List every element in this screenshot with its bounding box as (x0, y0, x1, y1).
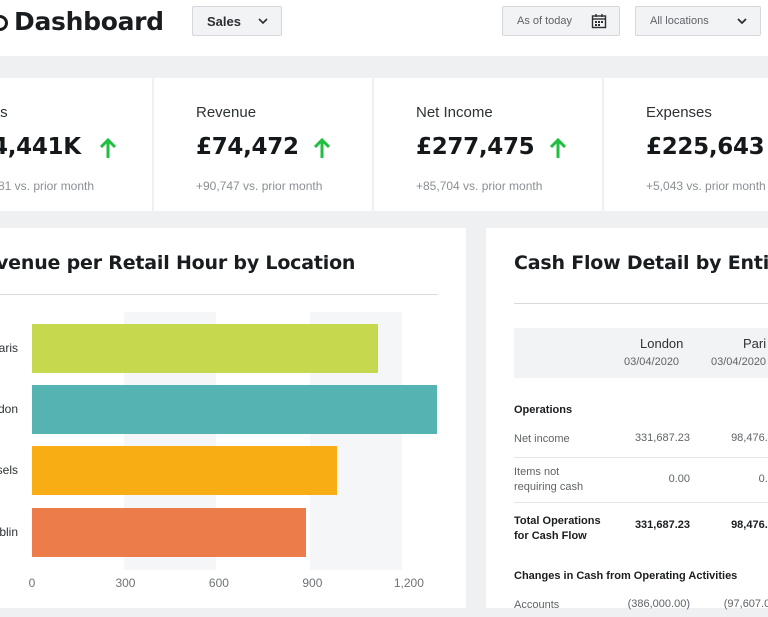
x-tick-label: 600 (208, 576, 229, 590)
cashflow-title: Cash Flow Detail by Entity (514, 252, 768, 274)
kpi-value: £277,475 (416, 134, 535, 160)
column-header-london: London (640, 336, 684, 351)
kpi-delta: +85,704 vs. prior month (416, 179, 543, 193)
bar-2 (32, 446, 337, 495)
cell-value: 0.00 (668, 473, 690, 485)
cashflow-header-row (514, 328, 768, 378)
bar-1 (32, 385, 437, 434)
panel-divider (0, 294, 438, 295)
revenue-chart-title: venue per Retail Hour by Location (0, 252, 356, 274)
cell-value: 98,476.89 (731, 519, 768, 531)
kpi-card-units: ts 4,441K 81 vs. prior month (0, 78, 152, 211)
top-bar: Dashboard Sales As of today All location… (0, 0, 768, 56)
arrow-up-icon (313, 137, 331, 158)
cell-value: 98,476.89 (731, 432, 768, 444)
kpi-label: Expenses (646, 104, 712, 121)
row-label: Net income (514, 433, 570, 445)
kpi-value: 4,441K (0, 134, 81, 160)
kpi-label: ts (0, 104, 8, 121)
cashflow-panel (486, 228, 768, 608)
location-dropdown[interactable]: All locations (635, 6, 761, 36)
kpi-card-expenses: Expenses £225,643 +5,043 vs. prior month (604, 78, 768, 211)
kpi-delta: 81 vs. prior month (0, 179, 95, 193)
chevron-down-icon (737, 18, 747, 25)
x-tick-label: 1,200 (393, 576, 424, 590)
x-tick-label: 0 (28, 576, 36, 590)
date-dropdown-label: As of today (517, 15, 573, 27)
kpi-label: Net Income (416, 104, 493, 121)
chevron-down-icon (258, 18, 268, 25)
y-axis-label: aris (0, 341, 18, 355)
x-tick-label: 300 (115, 576, 136, 590)
row-divider (514, 457, 768, 458)
logo-icon (0, 15, 8, 31)
sales-dropdown-label: Sales (207, 13, 241, 29)
y-axis-label: ndon (0, 402, 18, 416)
kpi-delta: +90,747 vs. prior month (196, 179, 323, 193)
bar-0 (32, 324, 378, 373)
calendar-icon (591, 14, 607, 29)
cell-value: (386,000.00) (627, 598, 690, 610)
row-label: Accounts (514, 599, 560, 611)
row-divider (514, 502, 768, 503)
kpi-card-revenue: Revenue £74,472 +90,747 vs. prior month (154, 78, 372, 211)
y-axis-label: sels (0, 463, 18, 477)
cell-value: (97,607.00) (723, 598, 768, 610)
kpi-delta: +5,043 vs. prior month (646, 179, 766, 193)
column-header-paris: Pari (743, 336, 767, 351)
x-tick-label: 900 (302, 576, 323, 590)
section-operating-activities: Changes in Cash from Operating Activitie… (514, 570, 738, 582)
row-label: Items not requiring cash (514, 466, 584, 493)
cell-value: 0.00 (758, 473, 768, 485)
page-title: Dashboard (0, 7, 164, 36)
cell-value: 331,687.23 (634, 432, 690, 444)
page-title-text: Dashboard (14, 7, 164, 36)
y-axis-label: blin (0, 525, 18, 539)
column-date-london: 03/04/2020 (624, 356, 680, 368)
sales-dropdown[interactable]: Sales (192, 6, 282, 36)
date-dropdown[interactable]: As of today (502, 6, 620, 36)
row-label: Total Operations for Cash Flow (514, 515, 601, 542)
kpi-value: £74,472 (196, 134, 299, 160)
kpi-value: £225,643 (646, 134, 765, 160)
location-dropdown-label: All locations (650, 15, 709, 27)
cell-value: 331,687.23 (634, 519, 690, 531)
kpi-label: Revenue (196, 104, 257, 121)
kpi-card-net-income: Net Income £277,475 +85,704 vs. prior mo… (374, 78, 602, 211)
section-operations: Operations (514, 404, 573, 416)
arrow-up-icon (549, 137, 567, 158)
panel-divider (514, 303, 768, 304)
bar-3 (32, 508, 306, 557)
column-date-paris: 03/04/2020 (711, 356, 767, 368)
arrow-up-icon (99, 137, 117, 158)
